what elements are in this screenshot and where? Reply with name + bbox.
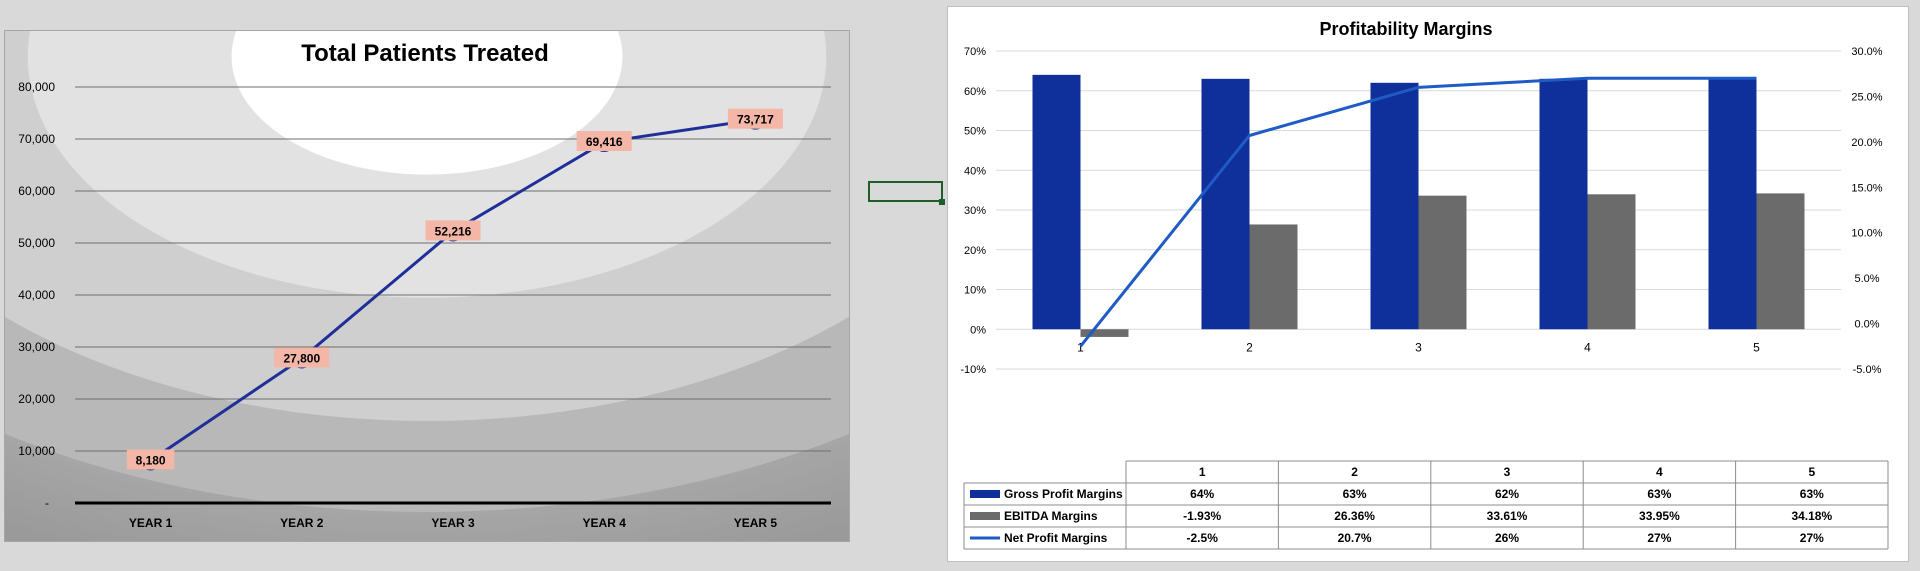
table-cell: 26% — [1495, 531, 1519, 545]
y-left-tick-label: 70% — [964, 46, 986, 58]
y-tick-label: 40,000 — [18, 288, 55, 302]
table-cell: 20.7% — [1338, 531, 1372, 545]
table-header-cell: 5 — [1808, 465, 1815, 479]
y-left-tick-label: 30% — [964, 205, 986, 217]
table-cell: 63% — [1800, 487, 1824, 501]
bar — [1708, 78, 1757, 330]
y-tick-label: 30,000 — [18, 340, 55, 354]
y-right-tick-label: -5.0% — [1853, 364, 1882, 376]
data-label: 69,416 — [586, 135, 623, 149]
bar — [1587, 194, 1636, 330]
legend-label: Net Profit Margins — [1004, 531, 1108, 545]
x-tick-label: 1 — [1077, 340, 1084, 354]
data-label-bg — [274, 347, 330, 368]
legend-label: Gross Profit Margins — [1004, 487, 1123, 501]
table-cell: 33.61% — [1487, 509, 1528, 523]
y-right-tick-label: 30.0% — [1851, 46, 1882, 58]
bar — [1201, 78, 1250, 330]
data-label-bg — [576, 131, 632, 152]
bar — [1249, 224, 1298, 330]
table-header-cell: 3 — [1504, 465, 1511, 479]
table-cell: 34.18% — [1791, 509, 1832, 523]
y-right-tick-label: 5.0% — [1854, 273, 1879, 285]
table-cell: 63% — [1343, 487, 1367, 501]
y-left-tick-label: 0% — [970, 324, 986, 336]
y-tick-label: 20,000 — [18, 392, 55, 406]
profitability-margins-chart-svg: Profitability Margins -10% 0% 10% 20% 30% 40% 5… — [960, 19, 1889, 550]
y-right-tick-label: 20.0% — [1851, 137, 1882, 149]
table-cell: 33.95% — [1639, 509, 1680, 523]
bar — [1539, 78, 1588, 330]
data-label: 52,216 — [435, 224, 472, 238]
y-tick-label: 80,000 — [18, 80, 55, 94]
table-header-cell: 4 — [1656, 465, 1663, 479]
data-label-bg — [425, 220, 481, 241]
table-cell: -2.5% — [1187, 531, 1219, 545]
bar — [1080, 329, 1129, 337]
bar — [1032, 74, 1081, 330]
data-label-bg — [727, 108, 783, 129]
y-tick-label: 70,000 — [18, 132, 55, 146]
bar — [1756, 193, 1805, 330]
table-cell: 64% — [1190, 487, 1214, 501]
table-cell: 27% — [1647, 531, 1671, 545]
y-right-tick-label: 15.0% — [1851, 182, 1882, 194]
y-right-tick-label: 0.0% — [1854, 319, 1879, 331]
chart-title: Total Patients Treated — [301, 40, 549, 67]
chart-title: Profitability Margins — [1319, 19, 1492, 39]
bar — [1370, 82, 1419, 330]
data-label-bg — [126, 449, 175, 470]
x-tick-label: YEAR 1 — [129, 516, 173, 530]
y-left-tick-label: 50% — [964, 126, 986, 138]
y-tick-label: 10,000 — [18, 444, 55, 458]
y-left-tick-label: 10% — [964, 285, 986, 297]
table-cell: 27% — [1800, 531, 1824, 545]
data-label: 27,800 — [283, 351, 320, 365]
x-tick-label: 4 — [1584, 340, 1591, 354]
total-patients-chart[interactable]: Total Patients Treated - 10,000 20,000 30,00… — [4, 30, 850, 542]
table-cell: 26.36% — [1334, 509, 1375, 523]
y-tick-label: 50,000 — [18, 236, 55, 250]
legend-key — [970, 512, 1000, 520]
y-tick-label: 60,000 — [18, 184, 55, 198]
x-tick-label: YEAR 5 — [734, 516, 778, 530]
x-tick-label: 2 — [1246, 340, 1253, 354]
y-left-tick-label: -10% — [960, 364, 986, 376]
x-tick-label: YEAR 3 — [431, 516, 475, 530]
x-tick-label: 3 — [1415, 340, 1422, 354]
data-label: 73,717 — [737, 113, 774, 127]
table-cell: -1.93% — [1183, 509, 1221, 523]
total-patients-chart-svg: Total Patients Treated - 10,000 20,000 30,00… — [5, 31, 849, 541]
net-profit-line — [1079, 76, 1757, 348]
y-left-tick-label: 40% — [964, 165, 986, 177]
x-tick-label: YEAR 2 — [280, 516, 324, 530]
y-tick-label: - — [45, 496, 49, 510]
selected-cell[interactable] — [868, 181, 943, 202]
table-cell: 62% — [1495, 487, 1519, 501]
y-left-tick-label: 60% — [964, 86, 986, 98]
y-right-tick-label: 10.0% — [1851, 228, 1882, 240]
profitability-margins-chart[interactable]: Profitability Margins -10% 0% 10% 20% 30% 40% 5… — [947, 6, 1909, 562]
data-label: 8,180 — [136, 453, 166, 467]
table-cell: 63% — [1647, 487, 1671, 501]
cell-fill-handle[interactable] — [939, 199, 945, 205]
legend-label: EBITDA Margins — [1004, 509, 1098, 523]
table-header-cell: 1 — [1199, 465, 1206, 479]
table-header-cell: 2 — [1351, 465, 1358, 479]
bar — [1418, 195, 1467, 330]
x-tick-label: 5 — [1753, 340, 1760, 354]
x-tick-label: YEAR 4 — [583, 516, 627, 530]
legend-key — [970, 490, 1000, 498]
y-right-tick-label: 25.0% — [1851, 91, 1882, 103]
y-left-tick-label: 20% — [964, 245, 986, 257]
